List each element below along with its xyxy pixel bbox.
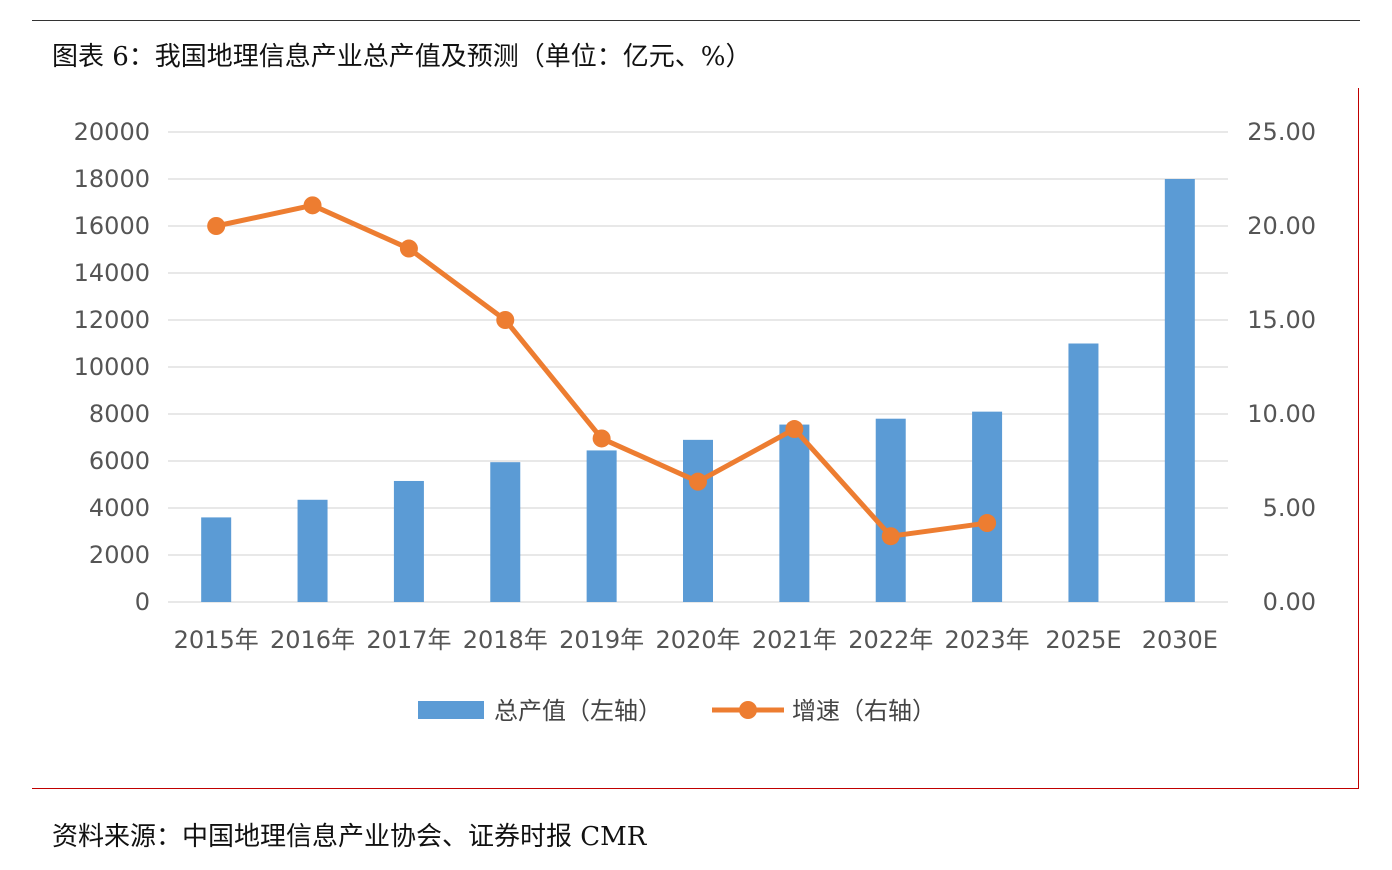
growth-line xyxy=(207,196,997,546)
bar xyxy=(201,517,232,602)
x-tick-label: 2016年 xyxy=(270,626,355,654)
left-tick-label: 8000 xyxy=(89,400,150,428)
legend-line-label: 增速（右轴） xyxy=(792,697,936,725)
source-note: 资料来源：中国地理信息产业协会、证券时报 CMR xyxy=(52,822,647,852)
bar xyxy=(683,439,713,602)
bar xyxy=(393,480,424,602)
right-tick-label: 10.00 xyxy=(1247,400,1316,428)
legend: 总产值（左轴） 增速（右轴） xyxy=(418,697,936,725)
x-tick-label: 2015年 xyxy=(174,626,259,654)
bar xyxy=(972,411,1003,602)
growth-point xyxy=(207,217,226,235)
growth-point xyxy=(592,429,611,448)
gridlines xyxy=(168,131,1228,603)
x-tick-label: 2025E xyxy=(1045,626,1121,654)
left-tick-label: 18000 xyxy=(74,165,150,193)
growth-point xyxy=(689,472,707,491)
x-tick-label: 2023年 xyxy=(945,626,1030,654)
right-tick-label: 15.00 xyxy=(1247,306,1316,334)
x-axis: 2015年 2016年 2017年 2018年 2019年 2020年 2021年 2022年… xyxy=(174,626,1218,654)
left-tick-label: 16000 xyxy=(74,212,150,240)
left-tick-label: 20000 xyxy=(74,118,150,146)
right-tick-label: 20.00 xyxy=(1247,212,1316,240)
left-tick-label: 14000 xyxy=(74,259,150,287)
x-tick-label: 2019年 xyxy=(559,626,644,654)
bar xyxy=(297,499,328,602)
x-tick-label: 2021年 xyxy=(752,626,837,654)
legend-line-marker xyxy=(739,701,757,719)
growth-point xyxy=(785,420,804,439)
left-tick-label: 10000 xyxy=(74,353,150,381)
left-tick-label: 4000 xyxy=(89,494,150,522)
figure-title: 图表 6：我国地理信息产业总产值及预测（单位：亿元、%） xyxy=(52,42,752,72)
bars xyxy=(201,179,1195,602)
right-tick-label: 25.00 xyxy=(1247,118,1316,146)
bar xyxy=(490,462,521,602)
x-tick-label: 2017年 xyxy=(366,626,451,654)
growth-point xyxy=(881,527,900,546)
right-tick-label: 0.00 xyxy=(1263,588,1316,616)
left-tick-label: 12000 xyxy=(74,306,150,334)
growth-point xyxy=(496,311,515,329)
left-tick-label: 2000 xyxy=(89,541,150,569)
growth-point xyxy=(978,514,997,533)
top-rule xyxy=(32,20,1360,21)
x-tick-label: 2022年 xyxy=(848,626,933,654)
left-tick-label: 6000 xyxy=(89,447,150,475)
bar xyxy=(1164,179,1195,602)
left-tick-label: 0 xyxy=(135,588,150,616)
bar xyxy=(875,418,906,602)
bar xyxy=(1068,343,1099,602)
x-tick-label: 2020年 xyxy=(655,626,740,654)
left-axis: 0 2000 4000 6000 8000 10000 12000 14000 16000 180… xyxy=(74,118,150,616)
right-tick-label: 5.00 xyxy=(1263,494,1316,522)
growth-point xyxy=(399,239,418,258)
bar xyxy=(779,424,810,602)
legend-bar-swatch xyxy=(418,701,484,719)
frame-right-border xyxy=(1358,88,1359,788)
right-axis: 0.00 5.00 10.00 15.00 20.00 25.00 xyxy=(1247,118,1316,616)
bar xyxy=(586,450,617,602)
growth-point xyxy=(303,196,322,215)
frame-bottom-border xyxy=(32,788,1359,789)
legend-bar-label: 总产值（左轴） xyxy=(494,697,662,725)
x-tick-label: 2030E xyxy=(1142,626,1218,654)
x-tick-label: 2018年 xyxy=(463,626,548,654)
